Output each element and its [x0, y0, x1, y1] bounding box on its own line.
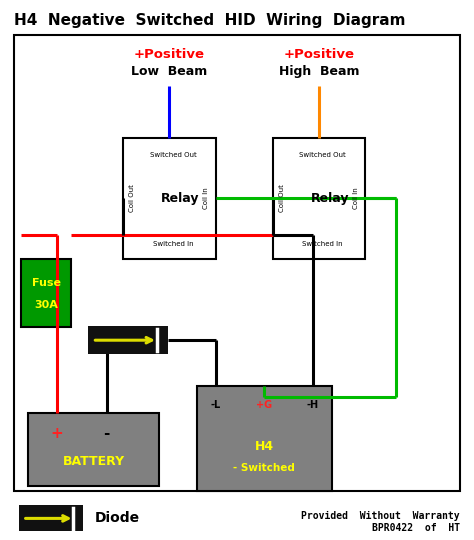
- Text: Low  Beam: Low Beam: [131, 65, 208, 78]
- Bar: [197, 386, 332, 491]
- Text: Switched Out: Switched Out: [150, 152, 197, 158]
- Bar: [28, 413, 159, 486]
- Text: BATTERY: BATTERY: [63, 455, 125, 468]
- Bar: [88, 326, 168, 354]
- Text: High  Beam: High Beam: [279, 65, 359, 78]
- Text: Relay: Relay: [310, 192, 349, 205]
- Bar: [21, 259, 71, 327]
- Text: Switched Out: Switched Out: [299, 152, 346, 158]
- Text: Diode: Diode: [95, 511, 140, 525]
- Text: +Positive: +Positive: [283, 48, 354, 60]
- Text: Switched In: Switched In: [302, 241, 343, 247]
- Text: Fuse: Fuse: [32, 278, 61, 288]
- Text: - Switched: - Switched: [233, 463, 295, 473]
- Text: -H: -H: [307, 400, 319, 410]
- Text: H4  Negative  Switched  HID  Wiring  Diagram: H4 Negative Switched HID Wiring Diagram: [14, 14, 406, 29]
- Text: +G: +G: [256, 400, 273, 410]
- Text: -L: -L: [210, 400, 221, 410]
- Text: Coil In: Coil In: [203, 187, 210, 210]
- Text: 30A: 30A: [34, 300, 58, 310]
- Bar: [273, 138, 365, 259]
- Text: Relay: Relay: [161, 192, 200, 205]
- Text: +Positive: +Positive: [134, 48, 205, 60]
- Text: H4: H4: [255, 440, 274, 453]
- Text: Provided  Without  Warranty: Provided Without Warranty: [301, 511, 460, 521]
- Bar: [14, 35, 460, 491]
- Text: Coil In: Coil In: [353, 187, 359, 210]
- Text: Coil Out: Coil Out: [129, 185, 136, 212]
- Text: +: +: [51, 426, 64, 441]
- Text: Switched In: Switched In: [153, 241, 193, 247]
- Text: Coil Out: Coil Out: [279, 185, 285, 212]
- Text: BPR0422  of  HT: BPR0422 of HT: [372, 523, 460, 533]
- Bar: [123, 138, 216, 259]
- Bar: [19, 505, 83, 531]
- Text: -: -: [103, 426, 110, 441]
